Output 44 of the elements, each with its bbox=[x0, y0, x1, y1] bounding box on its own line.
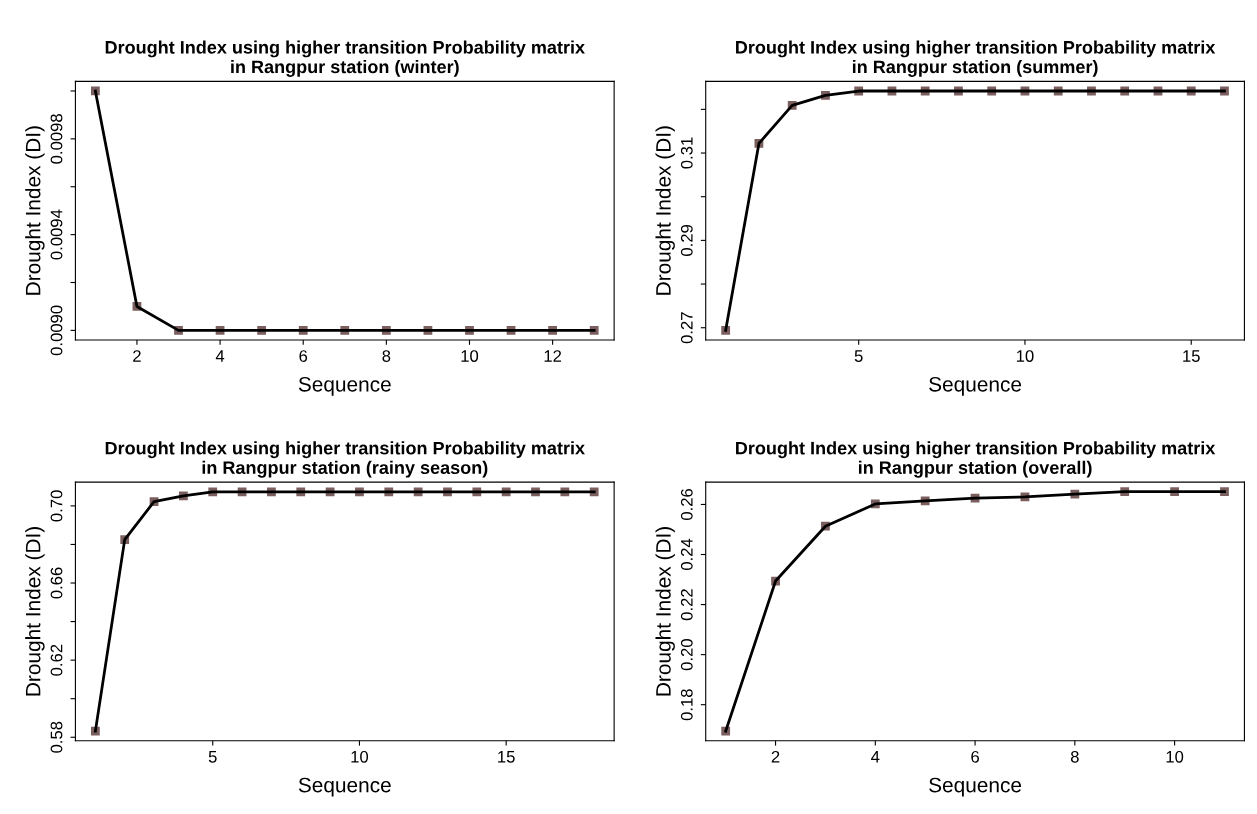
x-tick-label: 12 bbox=[544, 350, 562, 362]
y-tick-label: 0.0098 bbox=[50, 114, 63, 164]
x-tick-label: 6 bbox=[299, 350, 308, 362]
y-axis-title: Drought Index (DI) bbox=[25, 527, 45, 696]
y-tick-label: 0.20 bbox=[680, 639, 693, 671]
y-axis-title: Drought Index (DI) bbox=[655, 126, 675, 295]
y-tick-label: 0.29 bbox=[680, 224, 693, 256]
x-tick-label: 6 bbox=[971, 750, 979, 763]
y-tick-label: 0.27 bbox=[680, 312, 693, 344]
y-tick-label: 0.24 bbox=[680, 538, 693, 571]
x-axis-title: Sequence bbox=[298, 777, 391, 797]
y-axis-title: Drought Index (DI) bbox=[25, 126, 45, 295]
x-tick-label: 10 bbox=[1016, 350, 1034, 362]
chart-title: Drought Index using higher transition Probability matrix in Rangpur station (overall) bbox=[736, 441, 1216, 478]
x-axis-title: Sequence bbox=[929, 777, 1022, 797]
x-tick-label: 15 bbox=[1183, 350, 1200, 362]
x-tick-label: 8 bbox=[1070, 750, 1079, 763]
x-tick-label: 10 bbox=[1166, 750, 1184, 763]
chart-title: Drought Index using higher transition Probability matrix in Rangpur station (summer) bbox=[736, 40, 1216, 77]
y-axis-title: Drought Index (DI) bbox=[655, 527, 675, 696]
y-tick-label: 0.70 bbox=[50, 490, 63, 522]
x-tick-label: 4 bbox=[871, 751, 880, 763]
x-tick-label: 2 bbox=[133, 350, 141, 362]
x-axis-title: Sequence bbox=[929, 376, 1022, 396]
x-tick-label: 4 bbox=[215, 350, 225, 362]
y-tick-label: 0.58 bbox=[50, 721, 63, 753]
chart-title: Drought Index using higher transition Probability matrix in Rangpur station (rainy season) bbox=[105, 441, 585, 478]
x-tick-label: 10 bbox=[461, 350, 479, 362]
y-tick-label: 0.0094 bbox=[50, 209, 63, 260]
chart-title: Drought Index using higher transition Probability matrix in Rangpur station (winter) bbox=[105, 40, 585, 77]
x-tick-label: 5 bbox=[854, 350, 863, 362]
y-tick-label: 0.22 bbox=[680, 589, 693, 621]
x-tick-label: 8 bbox=[382, 350, 391, 362]
x-tick-label: 10 bbox=[351, 750, 369, 763]
x-tick-label: 5 bbox=[208, 751, 217, 763]
x-tick-label: 15 bbox=[498, 751, 515, 763]
y-tick-label: 0.62 bbox=[50, 644, 63, 676]
y-tick-label: 0.0090 bbox=[50, 305, 63, 356]
x-tick-label: 2 bbox=[771, 750, 780, 763]
y-tick-label: 0.66 bbox=[50, 567, 63, 599]
x-axis-title: Sequence bbox=[298, 376, 391, 396]
y-tick-label: 0.18 bbox=[680, 689, 693, 721]
y-tick-label: 0.26 bbox=[680, 488, 693, 521]
y-tick-label: 0.31 bbox=[680, 137, 693, 169]
